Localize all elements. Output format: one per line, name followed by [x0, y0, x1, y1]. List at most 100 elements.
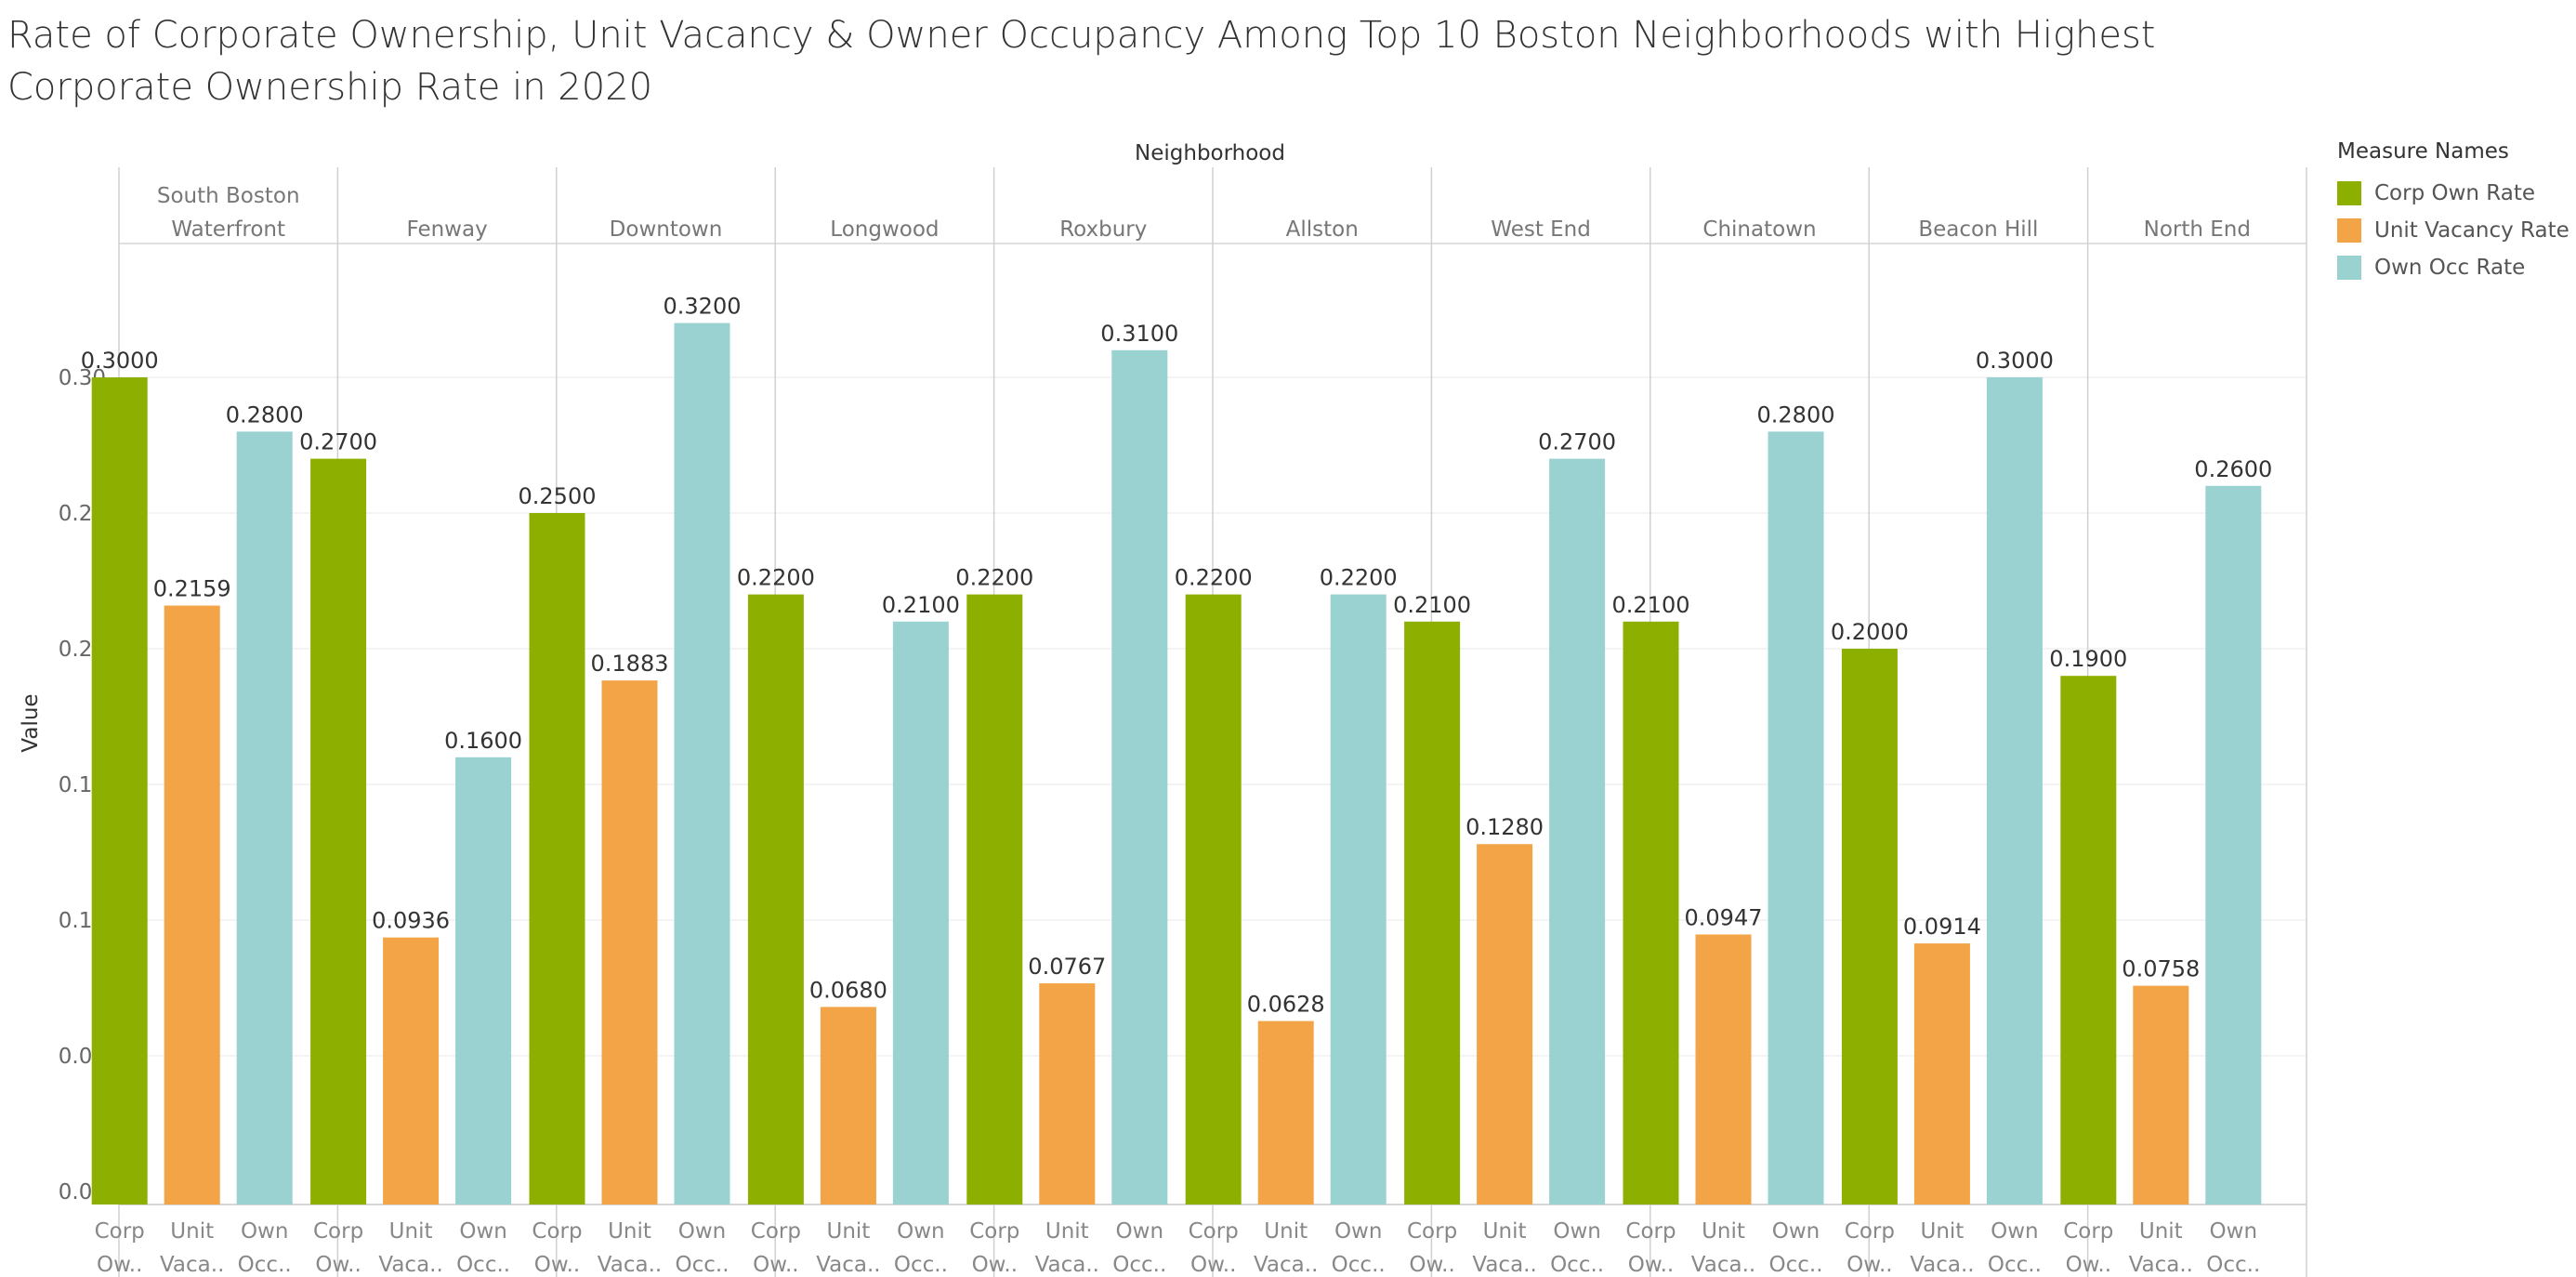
data-label: 0.3000: [81, 348, 159, 374]
legend-swatch: [2337, 218, 2361, 243]
group-header-label: Beacon Hill: [1918, 217, 2038, 242]
x-tick-label: Occ..: [1332, 1253, 1386, 1277]
bar: [674, 323, 730, 1205]
legend-item-unit-vacancy-rate[interactable]: Unit Vacancy Rate: [2337, 212, 2569, 249]
group-header-label: Roxbury: [1059, 217, 1147, 242]
legend-title: Measure Names: [2337, 139, 2509, 164]
group-header-label: Fenway: [406, 217, 487, 242]
x-tick-label: Corp: [969, 1219, 1019, 1244]
x-tick-label: Vaca..: [1691, 1253, 1755, 1277]
group-header-label: Longwood: [830, 217, 939, 242]
data-label: 0.2600: [2194, 456, 2272, 482]
x-tick-label: Corp: [1407, 1219, 1457, 1244]
x-tick-label: Own: [1334, 1219, 1383, 1244]
x-tick-label: Corp: [1625, 1219, 1676, 1244]
x-tick-label: Unit: [1264, 1219, 1308, 1244]
data-label: 0.0947: [1685, 904, 1763, 930]
x-tick-label: Unit: [2139, 1219, 2183, 1244]
data-label: 0.2100: [1393, 592, 1471, 618]
x-tick-label: Corp: [313, 1219, 363, 1244]
x-tick-label: Corp: [1845, 1219, 1895, 1244]
x-tick-label: Occ..: [894, 1253, 948, 1277]
group-header-label: Downtown: [610, 217, 723, 242]
legend: Measure Names Corp Own Rate Unit Vacancy…: [2337, 139, 2569, 286]
x-tick-label: Own: [459, 1219, 507, 1244]
x-tick-label: Ow..: [1409, 1253, 1454, 1277]
data-label: 0.0628: [1247, 992, 1325, 1018]
x-tick-label: Vaca..: [1472, 1253, 1536, 1277]
y-axis-label: Value: [19, 693, 43, 752]
bar: [1695, 934, 1752, 1205]
x-tick-label: Occ..: [1988, 1253, 2042, 1277]
legend-item-label: Own Occ Rate: [2374, 256, 2526, 280]
data-label: 0.2159: [153, 576, 231, 602]
x-tick-label: Ow..: [753, 1253, 798, 1277]
x-tick-label: Own: [1116, 1219, 1164, 1244]
data-label: 0.1280: [1465, 814, 1544, 840]
bar: [601, 680, 658, 1205]
bar: [747, 594, 804, 1205]
bar: [1404, 621, 1461, 1205]
bar: [1913, 943, 1970, 1205]
x-tick-label: Own: [678, 1219, 727, 1244]
data-label: 0.3000: [1976, 348, 2054, 374]
data-label: 0.0758: [2122, 956, 2200, 982]
bar: [1841, 649, 1898, 1205]
x-tick-label: Vaca..: [378, 1253, 442, 1277]
legend-swatch: [2337, 181, 2361, 205]
x-tick-label: Unit: [826, 1219, 870, 1244]
chart-title: Rate of Corporate Ownership, Unit Vacanc…: [7, 14, 2156, 109]
data-label: 0.0914: [1903, 914, 1981, 940]
x-tick-label: Unit: [608, 1219, 651, 1244]
bar: [2205, 485, 2262, 1205]
bar: [455, 757, 512, 1205]
bar: [1111, 349, 1168, 1205]
bar: [1623, 621, 1679, 1205]
x-tick-label: Corp: [751, 1219, 801, 1244]
bar: [2133, 985, 2189, 1205]
data-label: 0.1600: [444, 728, 522, 754]
bar: [820, 1007, 876, 1205]
x-tick-label: Corp: [2063, 1219, 2113, 1244]
data-label: 0.2000: [1831, 619, 1909, 645]
x-tick-label: Occ..: [456, 1253, 510, 1277]
data-label: 0.3200: [664, 294, 742, 320]
x-tick-label: Vaca..: [160, 1253, 224, 1277]
x-tick-label: Own: [1553, 1219, 1601, 1244]
data-label: 0.2800: [1757, 402, 1835, 428]
bar: [1330, 594, 1387, 1205]
data-label: 0.0936: [372, 908, 450, 934]
bar: [164, 605, 220, 1205]
bar: [966, 594, 1023, 1205]
legend-item-own-occ-rate[interactable]: Own Occ Rate: [2337, 249, 2569, 286]
x-tick-label: Vaca..: [598, 1253, 662, 1277]
x-tick-label: Unit: [1920, 1219, 1964, 1244]
bar: [529, 513, 585, 1205]
x-tick-label: Occ..: [675, 1253, 729, 1277]
group-header-label: South Boston: [157, 184, 300, 208]
x-tick-label: Unit: [1045, 1219, 1089, 1244]
bar: [236, 431, 293, 1205]
x-tick-label: Ow..: [97, 1253, 142, 1277]
bar: [1549, 458, 1606, 1205]
data-label: 0.2200: [955, 565, 1033, 591]
x-tick-label: Own: [897, 1219, 945, 1244]
x-tick-label: Own: [241, 1219, 289, 1244]
x-tick-label: Ow..: [315, 1253, 361, 1277]
x-tick-label: Corp: [532, 1219, 582, 1244]
data-label: 0.3100: [1100, 321, 1178, 347]
x-tick-label: Unit: [389, 1219, 433, 1244]
legend-swatch: [2337, 256, 2361, 280]
x-tick-label: Ow..: [2066, 1253, 2111, 1277]
legend-item-label: Unit Vacancy Rate: [2374, 218, 2569, 243]
legend-item-corp-own-rate[interactable]: Corp Own Rate: [2337, 175, 2569, 212]
bar: [1768, 431, 1824, 1205]
data-label: 0.2500: [519, 483, 597, 509]
x-tick-label: Occ..: [238, 1253, 292, 1277]
bar: [1477, 844, 1533, 1205]
x-tick-label: Vaca..: [1910, 1253, 1974, 1277]
group-header-label: North End: [2144, 217, 2251, 242]
x-tick-label: Vaca..: [1254, 1253, 1318, 1277]
group-header-label: Allston: [1286, 217, 1359, 242]
